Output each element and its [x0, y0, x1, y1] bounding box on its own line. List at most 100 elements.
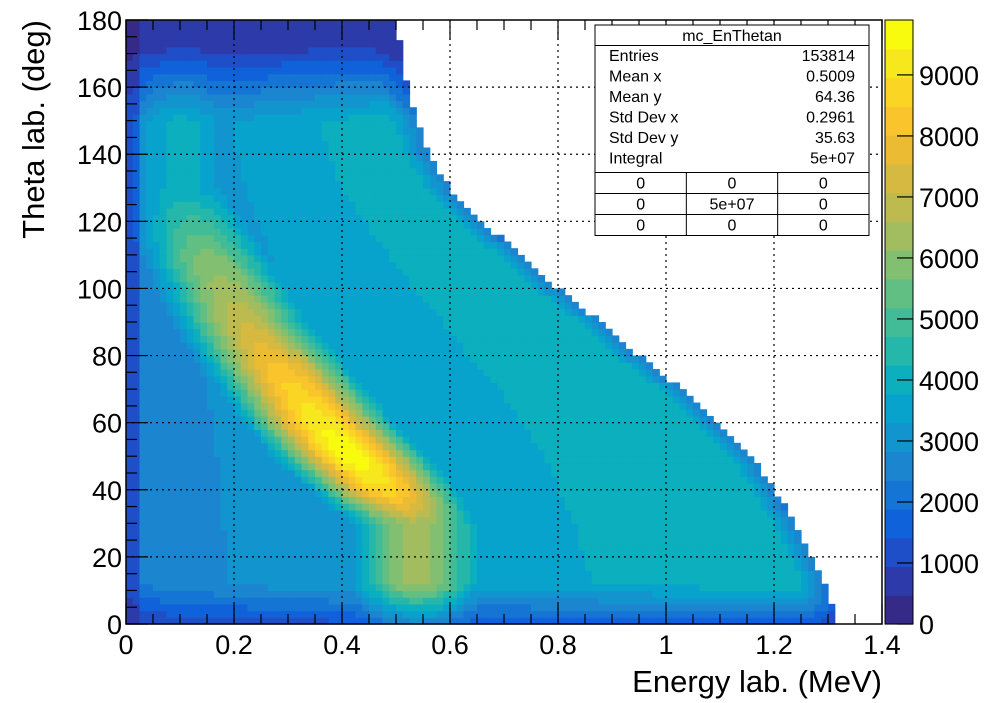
- heatmap-cell: [497, 261, 505, 269]
- heatmap-cell: [321, 261, 330, 269]
- heatmap-cell: [470, 509, 478, 518]
- heatmap-cell: [443, 228, 451, 236]
- heatmap-cell: [335, 268, 343, 276]
- heatmap-cell: [288, 436, 296, 444]
- heatmap-cell: [605, 583, 613, 592]
- heatmap-cell: [436, 422, 444, 430]
- heatmap-cell: [686, 462, 694, 471]
- heatmap-cell: [126, 449, 134, 457]
- heatmap-cell: [598, 489, 606, 498]
- heatmap-cell: [490, 442, 498, 451]
- heatmap-cell: [612, 509, 620, 518]
- heatmap-cell: [153, 429, 161, 437]
- heatmap-cell: [247, 523, 255, 531]
- heatmap-cell: [598, 429, 606, 437]
- heatmap-cell: [659, 402, 667, 410]
- heatmap-cell: [301, 590, 309, 598]
- heatmap-cell: [470, 422, 478, 430]
- heatmap-cell: [470, 603, 478, 612]
- heatmap-cell: [483, 288, 492, 296]
- heatmap-cell: [659, 563, 667, 571]
- heatmap-cell: [416, 281, 424, 290]
- heatmap-cell: [402, 603, 411, 612]
- heatmap-cell: [706, 577, 714, 585]
- heatmap-cell: [294, 590, 303, 598]
- heatmap-cell: [153, 603, 161, 612]
- heatmap-cell: [402, 503, 411, 511]
- heatmap-cell: [578, 342, 586, 350]
- heatmap-cell: [335, 556, 343, 565]
- heatmap-cell: [686, 476, 694, 484]
- heatmap-cell: [355, 436, 363, 444]
- heatmap-cell: [740, 550, 748, 558]
- heatmap-cell: [632, 516, 640, 524]
- heatmap-cell: [375, 288, 384, 296]
- heatmap-cell: [193, 563, 201, 571]
- heatmap-cell: [254, 409, 262, 417]
- heatmap-cell: [639, 556, 647, 565]
- heatmap-cell: [497, 281, 505, 290]
- heatmap-cell: [632, 509, 640, 518]
- heatmap-cell: [281, 308, 289, 316]
- heatmap-cell: [510, 382, 519, 390]
- heatmap-cell: [720, 563, 728, 571]
- heatmap-cell: [463, 489, 471, 498]
- heatmap-cell: [591, 442, 600, 451]
- heatmap-cell: [247, 355, 255, 363]
- heatmap-cell: [564, 597, 573, 605]
- heatmap-cell: [267, 415, 276, 424]
- heatmap-cell: [544, 456, 552, 464]
- heatmap-cell: [517, 308, 525, 316]
- heatmap-cell: [382, 577, 390, 585]
- heatmap-cell: [612, 523, 620, 531]
- heatmap-cell: [362, 436, 370, 444]
- heatmap-cell: [396, 254, 404, 263]
- heatmap-cell: [436, 315, 444, 323]
- heatmap-cell: [240, 516, 249, 524]
- heatmap-cell: [470, 469, 478, 477]
- heatmap-cell: [591, 395, 600, 404]
- heatmap-cell: [294, 295, 303, 303]
- heatmap-cell: [389, 254, 397, 263]
- heatmap-cell: [173, 241, 181, 249]
- heatmap-cell: [173, 556, 181, 565]
- heatmap-cell: [186, 617, 195, 625]
- heatmap-cell: [274, 254, 282, 263]
- heatmap-cell: [315, 241, 323, 249]
- heatmap-cell: [416, 295, 424, 303]
- heatmap-cell: [517, 610, 525, 618]
- heatmap-cell: [409, 436, 417, 444]
- heatmap-cell: [477, 422, 485, 430]
- heatmap-cell: [618, 516, 627, 524]
- heatmap-cell: [450, 328, 458, 337]
- heatmap-cell: [213, 261, 222, 269]
- heatmap-cell: [382, 462, 390, 471]
- heatmap-cell: [767, 610, 775, 618]
- heatmap-cell: [470, 530, 478, 538]
- heatmap-cell: [585, 483, 593, 491]
- heatmap-cell: [240, 281, 249, 290]
- heatmap-cell: [335, 248, 343, 256]
- heatmap-cell: [483, 328, 492, 337]
- heatmap-cell: [591, 402, 600, 410]
- heatmap-cell: [348, 355, 357, 363]
- heatmap-cell: [477, 442, 485, 451]
- heatmap-cell: [328, 530, 336, 538]
- heatmap-cell: [247, 429, 255, 437]
- heatmap-cell: [186, 268, 195, 276]
- heatmap-cell: [443, 389, 451, 397]
- heatmap-cell: [382, 489, 390, 498]
- heatmap-cell: [308, 301, 316, 310]
- heatmap-cell: [139, 335, 147, 343]
- heatmap-cell: [247, 322, 255, 330]
- heatmap-cell: [679, 536, 687, 545]
- heatmap-cell: [288, 617, 296, 625]
- heatmap-cell: [281, 577, 289, 585]
- heatmap-cell: [436, 509, 444, 518]
- heatmap-cell: [517, 254, 525, 263]
- heatmap-cell: [490, 496, 498, 504]
- heatmap-cell: [207, 328, 215, 337]
- heatmap-cell: [463, 516, 471, 524]
- heatmap-cell: [618, 530, 627, 538]
- heatmap-cell: [348, 395, 357, 404]
